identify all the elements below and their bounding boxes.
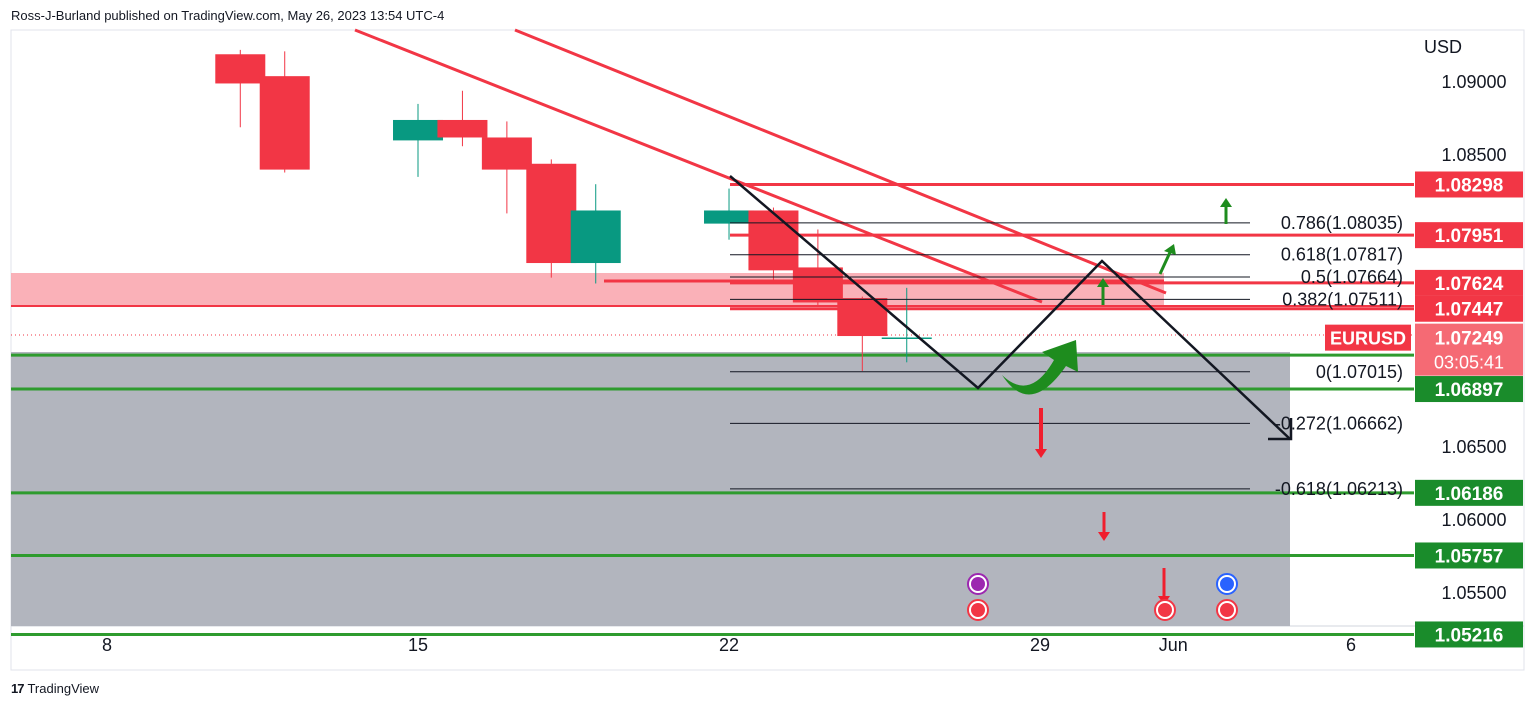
price-badge-1.05757 <box>1415 542 1523 569</box>
price-badge-1.07624 <box>1415 269 1523 296</box>
current-price-badge <box>1415 323 1523 376</box>
price-badge-text-1.05216: 1.05216 <box>1435 625 1504 646</box>
candle-body-2023-05-24[interactable] <box>792 267 843 303</box>
y-tick-2: 1.06500 <box>1441 437 1506 457</box>
reversal-arrow <box>1002 340 1078 395</box>
price-badge-1.06186 <box>1415 479 1523 506</box>
chart-frame <box>10 29 1525 671</box>
fib-label-1: 0.618(1.07817) <box>1281 245 1403 265</box>
fib-label-4: 0(1.07015) <box>1316 362 1403 382</box>
x-tick-3: 29 <box>1030 635 1050 655</box>
x-tick-5: 6 <box>1346 635 1356 655</box>
footer-brand: 17 TradingView <box>11 681 99 696</box>
footer-brand-name: TradingView <box>27 681 100 696</box>
event-us-3-icon <box>1220 603 1234 617</box>
publisher-caption: Ross-J-Burland published on TradingView.… <box>11 8 445 23</box>
symbol-badge <box>1325 324 1411 351</box>
y-tick-3: 1.06000 <box>1441 510 1506 530</box>
current-price-text: 1.07249 <box>1435 329 1504 350</box>
price-badge-text-1.07447: 1.07447 <box>1435 300 1504 321</box>
price-badge-text-1.06186: 1.06186 <box>1435 484 1504 505</box>
price-badge-1.08298 <box>1415 171 1523 198</box>
candle-body-2023-05-26[interactable] <box>881 337 932 340</box>
symbol-badge-text: EURUSD <box>1330 329 1406 349</box>
countdown-text: 03:05:41 <box>1434 353 1504 373</box>
downtrend-line-1 <box>354 28 1043 304</box>
fib-label-0: 0.786(1.08035) <box>1281 213 1403 233</box>
candle-body-2023-05-12[interactable] <box>259 76 310 170</box>
up-arrow-1-head <box>1220 198 1232 207</box>
downtrend-line-2 <box>514 28 1167 295</box>
candle-body-2023-05-17[interactable] <box>481 137 532 170</box>
x-tick-1: 15 <box>408 635 428 655</box>
price-badge-1.06897 <box>1415 376 1523 403</box>
fib-label-3: 0.382(1.07511) <box>1282 289 1403 309</box>
tradingview-logo: 17 <box>11 681 25 696</box>
y-tick-0: 1.09000 <box>1441 72 1506 92</box>
up-arrow-3-head <box>1164 244 1176 255</box>
fib-label-5: -0.272(1.06662) <box>1275 413 1403 433</box>
price-badge-1.05216 <box>1415 621 1523 648</box>
price-badge-text-1.05757: 1.05757 <box>1435 546 1504 567</box>
event-flash-icon <box>971 577 985 591</box>
down-arrow-2-head <box>1098 532 1110 541</box>
price-badge-text-1.06897: 1.06897 <box>1435 380 1504 401</box>
candle-body-2023-05-19[interactable] <box>570 210 621 264</box>
event-eu-icon <box>1220 577 1234 591</box>
candle-body-2023-05-16[interactable] <box>437 119 488 138</box>
candle-body-2023-05-18[interactable] <box>526 163 577 264</box>
up-arrow-2-head <box>1097 278 1109 287</box>
fib-label-6: -0.618(1.06213) <box>1275 479 1403 499</box>
price-badge-text-1.08298: 1.08298 <box>1435 175 1504 196</box>
price-badge-text-1.07624: 1.07624 <box>1435 274 1504 295</box>
down-arrow-1-head <box>1035 449 1047 458</box>
event-us-1-icon <box>971 603 985 617</box>
price-badge-text-1.07951: 1.07951 <box>1435 226 1504 247</box>
currency-label: USD <box>1424 37 1462 57</box>
resistance-zone <box>11 273 1164 307</box>
price-badge-1.07951 <box>1415 222 1523 249</box>
projection-path <box>729 175 1291 440</box>
y-tick-1: 1.08500 <box>1441 145 1506 165</box>
x-tick-0: 8 <box>102 635 112 655</box>
candle-body-2023-05-11[interactable] <box>215 54 266 84</box>
fib-label-2: 0.5(1.07664) <box>1301 267 1403 287</box>
x-tick-4: Jun <box>1159 635 1188 655</box>
projection-arrowhead <box>1268 418 1293 441</box>
y-tick-4: 1.05500 <box>1441 583 1506 603</box>
candle-body-2023-05-23[interactable] <box>748 210 799 271</box>
candle-body-2023-05-22[interactable] <box>704 210 755 224</box>
x-tick-2: 22 <box>719 635 739 655</box>
candle-body-2023-05-15[interactable] <box>393 119 444 141</box>
price-badge-1.07447 <box>1415 295 1523 322</box>
event-us-2-icon <box>1158 603 1172 617</box>
